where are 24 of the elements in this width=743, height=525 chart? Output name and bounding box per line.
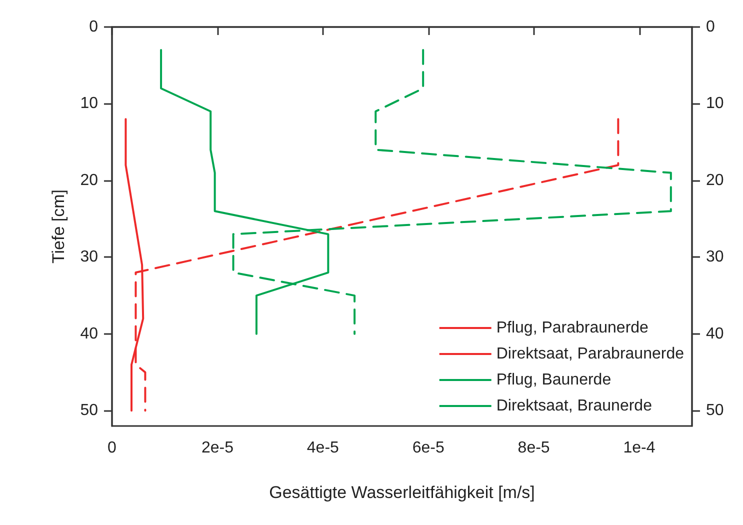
y2-tick-label: 20 xyxy=(706,172,724,189)
y-tick-label: 40 xyxy=(80,325,98,342)
y-axis-title: Tiefe [cm] xyxy=(49,190,68,264)
legend-label: Pflug, Parabraunerde xyxy=(496,320,649,336)
y-tick-label: 30 xyxy=(80,248,98,266)
x-tick-label: 8e-5 xyxy=(518,440,550,456)
legend-label: Direktsaat, Braunerde xyxy=(496,398,652,414)
y2-tick-label: 30 xyxy=(706,248,724,266)
x-tick-label: 2e-5 xyxy=(201,440,234,456)
y2-tick-label: 10 xyxy=(706,95,724,112)
y2-tick-label: 50 xyxy=(706,402,724,420)
x-axis-title: Gesättigte Wasserleitfähigkeit [m/s] xyxy=(269,483,535,502)
y-tick-label: 20 xyxy=(80,172,98,189)
x-tick-label: 4e-5 xyxy=(306,440,340,456)
y2-tick-label: 0 xyxy=(706,18,715,36)
legend-label: Direktsaat, Parabraunerde xyxy=(496,346,684,362)
legend-label: Pflug, Baunerde xyxy=(496,372,612,388)
x-tick-label: 0 xyxy=(108,440,117,456)
y-tick-label: 0 xyxy=(89,18,98,36)
y-tick-label: 50 xyxy=(80,402,98,420)
x-tick-label: 6e-5 xyxy=(412,440,444,456)
y2-tick-label: 40 xyxy=(706,325,724,342)
y-tick-label: 10 xyxy=(80,95,98,112)
x-tick-label: 1e-4 xyxy=(623,440,656,456)
